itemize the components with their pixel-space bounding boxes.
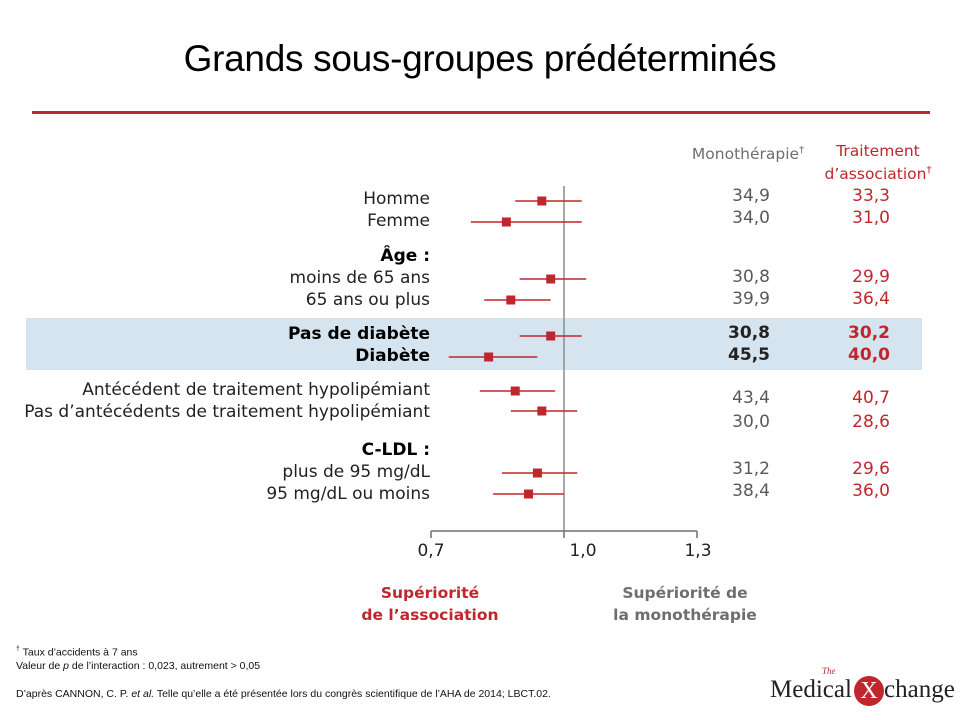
footnote-interaction-p: Valeur de p de l’interaction : 0,023, au…: [16, 660, 260, 672]
row-label-no-prior-lipid-therapy: Pas d’antécédents de traitement hypolipé…: [24, 402, 430, 422]
footnote-p-symbol: p: [63, 660, 69, 672]
row-heading-ldl: C-LDL :: [361, 440, 430, 460]
combo-value-ldl-over-95: 29,6: [852, 459, 890, 479]
point-estimate-4: [506, 295, 516, 305]
medical-xchange-logo: The Medical X change: [770, 666, 955, 712]
row-label-diabetes: Diabète: [355, 346, 430, 366]
footnote-p-prefix: Valeur de: [16, 660, 64, 672]
point-estimate-7: [510, 386, 520, 396]
favors-combination-line1: Supériorité: [380, 584, 480, 602]
x-tick-label-1-0: 1,0: [569, 541, 597, 561]
footnote-event-rate: † Taux d’accidents à 7 ans: [16, 646, 138, 659]
row-label-ldl-over-95: plus de 95 mg/dL: [282, 462, 430, 482]
point-estimate-10: [532, 468, 542, 478]
row-label-homme: Homme: [363, 189, 430, 209]
dagger-mark: †: [926, 165, 932, 176]
point-estimate-11: [524, 489, 534, 499]
mono-value-ldl-over-95: 31,2: [732, 459, 770, 479]
column-header-monotherapy: Monothérapie†: [683, 141, 813, 164]
column-header-combination-line2: d’association: [824, 165, 927, 184]
mono-value-no-prior-lipid-therapy: 30,0: [732, 412, 770, 432]
x-tick-label-1-3: 1,3: [684, 541, 712, 561]
point-estimate-1: [501, 217, 511, 227]
logo-the: The: [822, 666, 836, 676]
logo-medical: Medical: [770, 676, 852, 703]
column-header-monotherapy-text: Monothérapie: [691, 145, 800, 164]
title-divider: [32, 111, 930, 114]
logo-x-circle: X: [854, 676, 884, 706]
favors-monotherapy-line1: Supériorité de: [622, 584, 748, 602]
point-estimate-0: [537, 196, 547, 206]
combo-value-homme: 33,3: [852, 186, 890, 206]
combo-value-under-65: 29,9: [852, 267, 890, 287]
row-label-no-diabetes: Pas de diabète: [288, 324, 430, 344]
column-header-combination: Traitement d’association†: [812, 141, 944, 184]
combo-value-ldl-95-or-less: 36,0: [852, 481, 890, 501]
source-etal: et al.: [131, 688, 155, 700]
mono-value-diabetes: 45,5: [728, 345, 770, 365]
x-tick-label-0-7: 0,7: [417, 541, 445, 561]
favors-combination-label: Supériorité de l’association: [340, 582, 520, 626]
mono-value-prior-lipid-therapy: 43,4: [732, 388, 770, 408]
combo-value-prior-lipid-therapy: 40,7: [852, 388, 890, 408]
mono-value-under-65: 30,8: [732, 267, 770, 287]
row-label-prior-lipid-therapy: Antécédent de traitement hypolipémiant: [82, 380, 430, 400]
combo-value-femme: 31,0: [852, 208, 890, 228]
point-estimate-3: [546, 274, 556, 284]
dagger-mark: †: [16, 646, 20, 653]
mono-value-no-diabetes: 30,8: [728, 323, 770, 343]
mono-value-65-plus: 39,9: [732, 289, 770, 309]
row-label-under-65: moins de 65 ans: [289, 268, 430, 288]
combo-value-65-plus: 36,4: [852, 289, 890, 309]
logo-change: change: [884, 676, 955, 703]
row-heading-age: Âge :: [380, 246, 430, 266]
slide-title: Grands sous-groupes prédéterminés: [183, 38, 777, 79]
source-prefix: D’après CANNON, C. P.: [16, 688, 132, 700]
combo-value-no-diabetes: 30,2: [848, 323, 890, 343]
footnote-p-suffix: de l’interaction : 0,023, autrement > 0,…: [68, 660, 261, 672]
combo-value-no-prior-lipid-therapy: 28,6: [852, 412, 890, 432]
favors-combination-line2: de l’association: [361, 606, 499, 624]
favors-monotherapy-line2: la monothérapie: [613, 606, 757, 624]
dagger-mark: †: [799, 145, 805, 156]
mono-value-femme: 34,0: [732, 208, 770, 228]
diabetes-highlight-band: [26, 318, 922, 370]
source-citation: D’après CANNON, C. P. et al. Telle qu’el…: [16, 688, 551, 700]
point-estimate-8: [537, 406, 547, 416]
mono-value-homme: 34,9: [732, 186, 770, 206]
mono-value-ldl-95-or-less: 38,4: [732, 481, 770, 501]
favors-monotherapy-label: Supériorité de la monothérapie: [590, 582, 780, 626]
combo-value-diabetes: 40,0: [848, 345, 890, 365]
footnote-event-rate-text: Taux d’accidents à 7 ans: [22, 646, 138, 659]
row-label-femme: Femme: [367, 211, 430, 231]
column-header-combination-line1: Traitement: [836, 142, 920, 160]
row-label-65-plus: 65 ans ou plus: [305, 290, 430, 310]
source-suffix: Telle qu’elle a été présentée lors du co…: [154, 688, 551, 700]
row-label-ldl-95-or-less: 95 mg/dL ou moins: [266, 484, 430, 504]
